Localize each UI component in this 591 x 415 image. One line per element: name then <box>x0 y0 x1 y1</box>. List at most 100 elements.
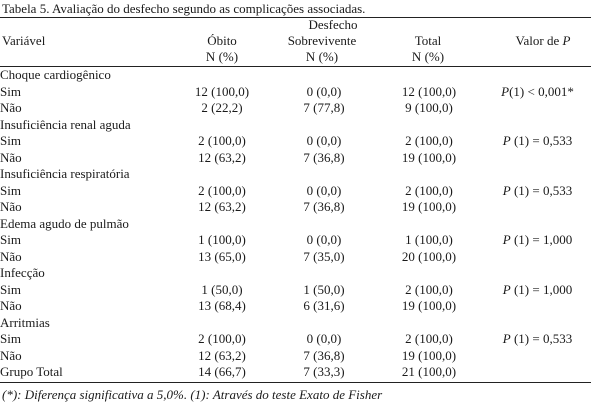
row-label: Sim <box>0 331 21 346</box>
italic-p: P <box>502 331 511 346</box>
cell-obito: 1 (100,0) <box>198 232 246 247</box>
row-label: Edema agudo de pulmão <box>0 215 129 231</box>
table-row: Não 12 (63,2) 7 (36,8) 19 (100,0) <box>0 348 591 365</box>
header-pvalue: Valor de P <box>516 33 571 49</box>
cell-total: 9 (100,0) <box>405 100 453 115</box>
cell-total: 19 (100,0) <box>401 199 457 214</box>
header-unit-obito: N (%) <box>205 49 239 64</box>
top-rule <box>0 17 591 18</box>
row-label: Grupo Total <box>0 364 63 379</box>
cell-total <box>374 265 484 282</box>
cell-sobrevivente <box>274 265 374 282</box>
group-row: Insuficiência renal aguda <box>0 117 591 134</box>
group-row: Choque cardiogênico <box>0 67 591 84</box>
cell-sobrevivente: 6 (31,6) <box>303 298 345 313</box>
row-label: Sim <box>0 182 21 198</box>
cell-obito: 2 (100,0) <box>198 331 246 346</box>
cell-sobrevivente <box>274 166 374 183</box>
cell-obito: 12 (100,0) <box>194 83 250 99</box>
cell-sobrevivente: 7 (36,8) <box>303 149 345 165</box>
cell-obito <box>170 315 274 332</box>
cell-pvalue <box>484 67 591 84</box>
header-total: Total <box>414 33 442 48</box>
cell-pvalue: P (1) = 1,000 <box>502 281 573 297</box>
cell-total: 2 (100,0) <box>405 133 453 148</box>
group-row: Arritmias <box>0 315 591 332</box>
header-desfecho: Desfecho <box>308 17 358 32</box>
cell-obito: 2 (22,2) <box>201 100 243 115</box>
cell-pvalue <box>484 364 591 381</box>
cell-obito: 2 (100,0) <box>198 182 246 198</box>
row-label: Sim <box>0 83 21 99</box>
cell-sobrevivente: 7 (77,8) <box>303 100 345 115</box>
cell-pvalue: P (1) = 0,533 <box>502 133 573 148</box>
table-row: Sim 2 (100,0) 0 (0,0) 2 (100,0) P (1) = 0,53… <box>0 183 591 200</box>
cell-total: 21 (100,0) <box>401 364 457 379</box>
cell-sobrevivente: 0 (0,0) <box>306 232 342 247</box>
cell-obito: 12 (63,2) <box>198 347 246 363</box>
cell-total <box>374 117 484 134</box>
cell-sobrevivente: 7 (36,8) <box>303 199 345 214</box>
italic-p: P <box>502 182 511 198</box>
row-label: Não <box>0 248 22 264</box>
table-row: Sim 1 (100,0) 0 (0,0) 1 (100,0) P (1) = 1,00… <box>0 232 591 249</box>
cell-sobrevivente: 7 (33,3) <box>303 364 345 379</box>
table-row: Sim 1 (50,0) 1 (50,0) 2 (100,0) P (1) = 1,00… <box>0 282 591 299</box>
table-row: Não 13 (68,4) 6 (31,6) 19 (100,0) <box>0 298 591 315</box>
cell-obito <box>170 117 274 134</box>
cell-total: 19 (100,0) <box>401 298 457 313</box>
cell-total <box>374 166 484 183</box>
cell-obito <box>170 265 274 282</box>
row-label: Não <box>0 347 22 363</box>
cell-sobrevivente: 7 (36,8) <box>303 347 345 363</box>
italic-p: P <box>502 232 511 247</box>
row-label: Sim <box>0 133 21 148</box>
header-variavel: Variável <box>2 33 46 48</box>
table-row: Sim 2 (100,0) 0 (0,0) 2 (100,0) P (1) = 0,53… <box>0 331 591 348</box>
cell-pvalue: P (1) = 0,533 <box>502 331 573 346</box>
table-body: Choque cardiogênico Sim 12 (100,0) 0 (0,0) 1… <box>0 67 591 381</box>
cell-pvalue <box>484 216 591 233</box>
header-unit-total: N (%) <box>411 49 445 64</box>
cell-obito: 14 (66,7) <box>198 364 246 379</box>
cell-total: 2 (100,0) <box>405 331 453 346</box>
cell-total: 20 (100,0) <box>401 248 457 264</box>
row-label: Não <box>0 100 22 115</box>
cell-sobrevivente <box>274 117 374 134</box>
cell-pvalue <box>484 348 591 365</box>
group-row: Infecção <box>0 265 591 282</box>
cell-obito <box>170 67 274 84</box>
group-row: Edema agudo de pulmão <box>0 216 591 233</box>
cell-obito <box>170 216 274 233</box>
cell-obito: 13 (68,4) <box>198 298 246 313</box>
cell-total: 2 (100,0) <box>405 281 453 297</box>
cell-pvalue <box>484 100 591 117</box>
cell-sobrevivente: 1 (50,0) <box>303 281 345 297</box>
footnote: (*): Diferença significativa a 5,0%. (1)… <box>2 387 383 402</box>
bottom-rule <box>0 382 591 383</box>
table-row: Não 2 (22,2) 7 (77,8) 9 (100,0) <box>0 100 591 117</box>
cell-total <box>374 67 484 84</box>
header-rule <box>0 66 591 67</box>
cell-pvalue <box>484 199 591 216</box>
cell-total <box>374 216 484 233</box>
table-row: Grupo Total 14 (66,7) 7 (33,3) 21 (100,0) <box>0 364 591 381</box>
cell-total: 2 (100,0) <box>405 182 453 198</box>
cell-sobrevivente <box>274 315 374 332</box>
table-row: Não 12 (63,2) 7 (36,8) 19 (100,0) <box>0 150 591 167</box>
row-label: Não <box>0 199 22 214</box>
table-row: Sim 2 (100,0) 0 (0,0) 2 (100,0) P (1) = 0,53… <box>0 133 591 150</box>
row-label: Sim <box>0 232 21 247</box>
results-table: Choque cardiogênico Sim 12 (100,0) 0 (0,0) 1… <box>0 67 591 381</box>
header-pvalue-text: Valor de P <box>515 33 571 48</box>
cell-sobrevivente: 0 (0,0) <box>306 83 342 99</box>
cell-pvalue <box>484 249 591 266</box>
cell-obito: 12 (63,2) <box>198 199 246 214</box>
row-label: Não <box>0 298 22 313</box>
cell-total <box>374 315 484 332</box>
italic-p: P <box>501 83 510 99</box>
cell-sobrevivente <box>274 67 374 84</box>
cell-pvalue: P (1) = 1,000 <box>502 232 573 247</box>
cell-obito: 1 (50,0) <box>201 281 243 297</box>
table-row: Sim 12 (100,0) 0 (0,0) 12 (100,0) P(1) < 0,0… <box>0 84 591 101</box>
